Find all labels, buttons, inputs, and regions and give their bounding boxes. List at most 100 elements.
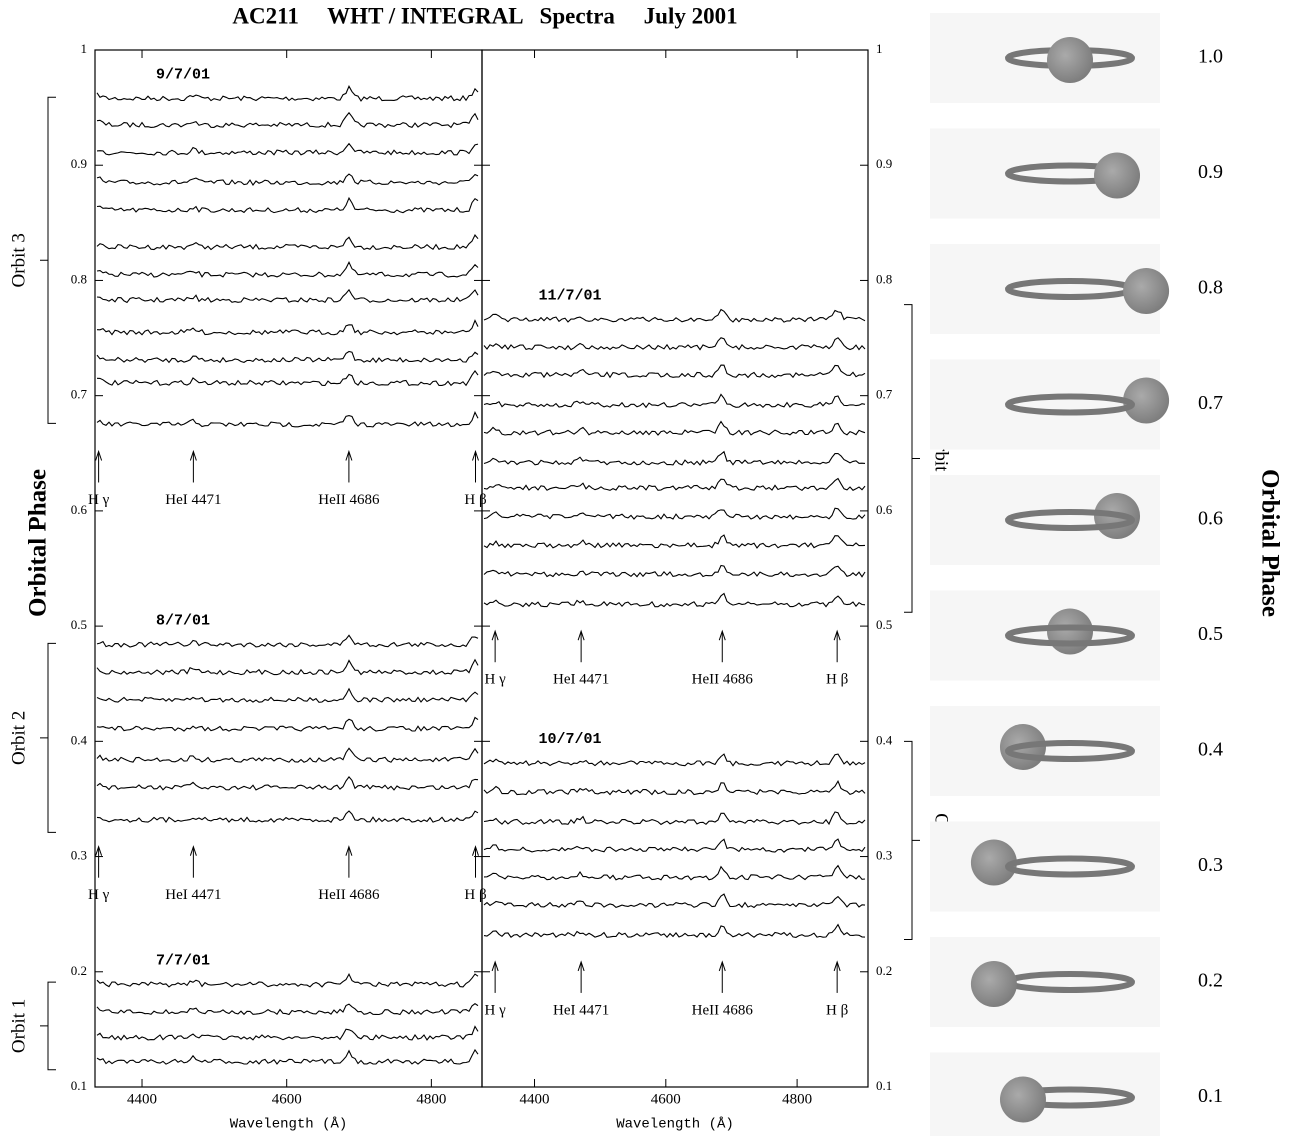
y-tick-label: 0.8 <box>876 271 892 286</box>
phase-label: 0.5 <box>1198 623 1223 645</box>
y-tick-label: 0.8 <box>71 271 87 286</box>
donor-star <box>1047 37 1093 83</box>
donor-star <box>1047 608 1093 655</box>
epoch-date: 8/7/01 <box>156 613 210 630</box>
spectrum <box>483 477 866 491</box>
accretion-disc <box>1005 855 1135 878</box>
spectrum <box>96 687 479 703</box>
epoch-date: 11/7/01 <box>538 288 601 305</box>
marker-arrowhead <box>95 449 103 461</box>
y-tick-label: 0.5 <box>71 617 87 632</box>
marker-label: H β <box>464 887 486 903</box>
spectrum <box>483 420 866 436</box>
y-tick-label: 0.4 <box>876 732 893 747</box>
phase-label: 0.4 <box>1198 739 1223 761</box>
accretion-disc <box>1005 740 1135 762</box>
spectrum <box>483 838 866 853</box>
spectrum <box>96 716 479 732</box>
spectrum <box>483 308 866 323</box>
spectrum <box>96 261 479 278</box>
spectrum <box>96 196 479 214</box>
spectrum <box>96 1003 479 1016</box>
y-tick-label: 0.9 <box>876 156 892 171</box>
marker-arrowhead <box>189 449 197 461</box>
spectrum <box>483 893 866 909</box>
x-axis-label: Wavelength (Å) <box>616 1116 734 1133</box>
x-tick-label: 4600 <box>272 1091 302 1107</box>
phase-label: 0.2 <box>1198 970 1223 992</box>
spectrum <box>483 534 866 549</box>
x-tick-label: 4400 <box>520 1091 550 1107</box>
y-tick-label: 0.3 <box>876 848 892 863</box>
marker-label: HeII 4686 <box>318 887 380 903</box>
panel-frame <box>481 49 869 1088</box>
orbit-bracket <box>40 642 56 833</box>
orbit-label: Orbit 3 <box>8 233 29 287</box>
spectrum <box>96 810 479 823</box>
marker-label: H γ <box>88 492 110 508</box>
epoch-date: 9/7/01 <box>156 66 210 83</box>
marker-arrowhead <box>189 845 197 856</box>
marker-label: HeII 4686 <box>692 672 754 688</box>
marker-label: H β <box>826 672 848 688</box>
illustration-bg <box>930 821 1160 912</box>
accretion-disc <box>1005 624 1135 647</box>
spectrum <box>96 1025 479 1041</box>
x-tick-label: 4800 <box>416 1091 446 1107</box>
phase-label: 0.3 <box>1198 854 1223 876</box>
marker-arrowhead <box>833 629 841 641</box>
spectrum <box>483 337 866 351</box>
y-tick-label: 0.7 <box>876 387 893 402</box>
spectrum <box>96 350 479 364</box>
marker-arrowhead <box>345 845 353 856</box>
y-tick-label: 0.6 <box>71 502 88 517</box>
marker-arrowhead <box>491 629 499 641</box>
y-axis-label: Orbital Phase <box>25 469 52 617</box>
donor-star <box>1123 377 1170 424</box>
marker-label: HeI 4471 <box>165 887 221 903</box>
marker-arrowhead <box>718 629 726 641</box>
y-tick-label: 0.5 <box>876 617 892 632</box>
spectrum <box>96 776 479 791</box>
marker-label: HeI 4471 <box>553 672 609 688</box>
illustration-bg <box>930 13 1160 103</box>
orbit-label: Orbit 2 <box>8 711 29 765</box>
spectrum <box>96 233 479 251</box>
y-tick-label: 0.2 <box>71 963 87 978</box>
spectrum <box>483 507 866 520</box>
y-tick-label: 1 <box>81 41 88 56</box>
spectrum <box>483 592 866 608</box>
illustration-bg <box>930 359 1160 450</box>
panel-frame <box>94 49 483 1088</box>
orbit-label: Orbit 1 <box>8 999 29 1053</box>
x-tick-label: 4600 <box>651 1091 681 1107</box>
spectrum <box>483 393 866 409</box>
spectrum <box>96 319 479 336</box>
spectrum <box>483 564 866 578</box>
spectrum <box>483 364 866 379</box>
spectrum <box>483 779 866 796</box>
orbit-bracket <box>904 304 920 613</box>
spectrum <box>483 450 866 466</box>
marker-label: H γ <box>485 1002 507 1018</box>
orbit-bracket <box>40 981 56 1071</box>
accretion-disc <box>1005 393 1135 416</box>
y-tick-label: 0.9 <box>71 156 87 171</box>
spectrum <box>483 923 866 939</box>
marker-arrowhead <box>718 960 726 972</box>
spectrum <box>96 634 479 648</box>
spectrum <box>96 411 479 428</box>
marker-arrowhead <box>472 449 479 461</box>
y-tick-label: 0.2 <box>876 963 892 978</box>
spectrum <box>96 173 479 186</box>
y-axis-label-right: Orbital Phase <box>1256 469 1283 617</box>
marker-arrowhead <box>577 629 585 641</box>
y-tick-label: 0.6 <box>876 502 893 517</box>
donor-star <box>970 839 1017 886</box>
spectrum <box>483 864 866 881</box>
phase-label: 0.1 <box>1198 1085 1223 1107</box>
marker-label: H γ <box>485 672 507 688</box>
orbit-bracket <box>40 96 56 424</box>
spectrum <box>96 369 479 387</box>
